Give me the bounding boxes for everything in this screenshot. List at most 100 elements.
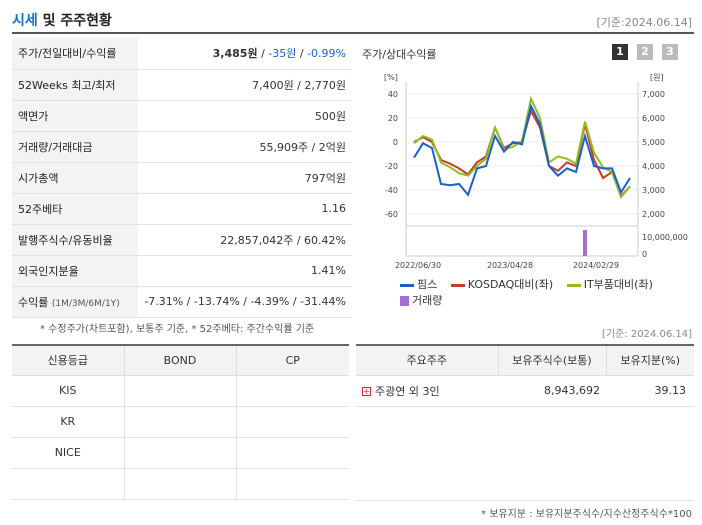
agency-name: KIS (12, 375, 124, 407)
cp-header: CP (235, 345, 349, 376)
cp-cell (235, 375, 349, 407)
footnote-price: * 수정주가(차트포함), 보통주 기준, * 52주베타: 주간수익률 기준 (40, 324, 315, 335)
beta-label: 52주베타 (12, 193, 138, 225)
right-tick-label: 4,000 (642, 162, 665, 171)
legend-swatch (400, 283, 414, 287)
holder-pct: 39.13 (606, 375, 694, 407)
current-price: 3,485원 (212, 47, 258, 61)
table-header-row: 신용등급 BOND CP (12, 345, 349, 376)
legend-item-volume: 거래량 (400, 292, 442, 308)
series-line-kosdaq (413, 108, 631, 198)
left-tick-label: -40 (385, 186, 398, 195)
separator: / (257, 47, 269, 61)
table-row: KIS (12, 375, 349, 407)
mcap-value: 797억원 (138, 162, 352, 194)
section-title: 시세 및 주주현황 (12, 10, 112, 30)
mcap-label: 시가총액 (12, 162, 138, 194)
chart-page-2-button[interactable]: 2 (637, 44, 653, 60)
chart-panel: 주가/상대수익률 1 2 3 [%] [원] 40 20 0 -20 -40 -60 7,000… (356, 38, 694, 314)
chart-page-3-button[interactable]: 3 (662, 44, 678, 60)
table-row (12, 468, 349, 500)
credit-header: 신용등급 (12, 345, 124, 376)
empty-cell (356, 406, 498, 501)
table-row: + 주광연 외 3인 8,943,692 39.13 (356, 375, 694, 407)
volume-label: 거래량/거래대금 (12, 131, 138, 163)
legend-label: KOSDAQ대비(좌) (467, 278, 554, 291)
foreign-label: 외국인지분율 (12, 255, 138, 287)
cp-cell (235, 468, 349, 500)
x-tick-label: 2024/02/29 (573, 261, 619, 270)
credit-rating-table: 신용등급 BOND CP KIS KR NICE (12, 344, 349, 500)
left-axis-label: [%] (384, 73, 398, 82)
volume-value: 55,909주 / 2억원 (138, 131, 352, 163)
table-row: 발행주식수/유동비율 22,857,042주 / 60.42% (12, 224, 352, 256)
left-tick-label: 0 (393, 138, 398, 147)
x-tick-label: 2022/06/30 (395, 261, 441, 270)
left-tick-label: 20 (388, 114, 398, 123)
return-label: 수익률 (1M/3M/6M/1Y) (12, 286, 138, 318)
agency-name (12, 468, 124, 500)
left-tick-label: -20 (385, 162, 398, 171)
right-tick-label: 2,000 (642, 210, 665, 219)
agency-name: KR (12, 406, 124, 438)
table-row: 외국인지분율 1.41% (12, 255, 352, 287)
shares-value: 22,857,042주 / 60.42% (138, 224, 352, 256)
table-row: NICE (12, 437, 349, 469)
price-rate: -0.99% (307, 47, 346, 61)
series-line-it (413, 95, 631, 200)
legend-label: 핌스 (417, 278, 438, 291)
price-chart: [%] [원] 40 20 0 -20 -40 -60 7,000 6,000 5,000 4,000… (384, 73, 688, 270)
legend-swatch (450, 283, 465, 287)
holder-name-cell[interactable]: + 주광연 외 3인 (356, 375, 498, 407)
table-row: 52Weeks 최고/최저 7,400원 / 2,770원 (12, 69, 352, 101)
right-tick-label: 6,000 (642, 114, 665, 123)
legend-item-kosdaq: KOSDAQ대비(좌) (450, 276, 554, 292)
series-line-price (413, 103, 631, 197)
holder-name: 주광연 외 3인 (375, 384, 440, 398)
table-row: 수익률 (1M/3M/6M/1Y) -7.31% / -13.74% / -4.… (12, 286, 352, 318)
major-holders-table: 주요주주 보유주식수(보통) 보유지분(%) + 주광연 외 3인 8,943,6… (356, 344, 694, 501)
legend-item-it: IT부품대비(좌) (566, 276, 653, 292)
right-tick-label: 5,000 (642, 138, 665, 147)
volume-tick-label: 10,000,000 (642, 233, 688, 242)
table-row: 거래량/거래대금 55,909주 / 2억원 (12, 131, 352, 163)
bond-cell (123, 406, 236, 438)
right-tick-label: 3,000 (642, 186, 665, 195)
cp-cell (235, 437, 349, 469)
left-tick-label: -60 (385, 210, 398, 219)
w52-value: 7,400원 / 2,770원 (138, 69, 352, 101)
price-value: 3,485원 / -35원 / -0.99% (138, 38, 352, 70)
legend-label: IT부품대비(좌) (583, 278, 653, 291)
empty-cell (606, 406, 694, 501)
par-value: 500원 (138, 100, 352, 132)
bond-cell (123, 468, 236, 500)
empty-cell (498, 406, 606, 501)
chart-legend: 핌스 KOSDAQ대비(좌) IT부품대비(좌) 거래량 (400, 276, 690, 308)
foreign-value: 1.41% (138, 255, 352, 287)
return-value: -7.31% / -13.74% / -4.39% / -31.44% (138, 286, 352, 318)
table-row: 액면가 500원 (12, 100, 352, 132)
x-tick-label: 2023/04/28 (487, 261, 533, 270)
par-label: 액면가 (12, 100, 138, 132)
section-header: 시세 및 주주현황 [기준:2024.06.14] (12, 0, 694, 34)
title-rest: 및 주주현황 (37, 13, 112, 29)
legend-swatch (400, 296, 409, 306)
volume-bar (583, 230, 587, 256)
title-accent: 시세 (12, 13, 38, 29)
separator: / (296, 47, 308, 61)
holders-asof-date: [기준: 2024.06.14] (601, 329, 692, 340)
legend-label: 거래량 (412, 294, 443, 307)
beta-value: 1.16 (138, 193, 352, 225)
return-label-periods: (1M/3M/6M/1Y) (51, 298, 120, 309)
pct-header: 보유지분(%) (605, 345, 694, 376)
right-tick-label: 7,000 (642, 90, 665, 99)
cp-cell (235, 406, 349, 438)
return-label-text: 수익률 (18, 295, 49, 309)
w52-label: 52Weeks 최고/최저 (12, 69, 138, 101)
volume-tick-label: 0 (642, 250, 647, 259)
chart-page-1-button[interactable]: 1 (612, 44, 628, 60)
holder-shares: 8,943,692 (498, 375, 606, 407)
expand-icon[interactable]: + (362, 387, 371, 396)
shares-label: 발행주식수/유동비율 (12, 224, 138, 256)
right-axis-label: [원] (650, 73, 664, 82)
